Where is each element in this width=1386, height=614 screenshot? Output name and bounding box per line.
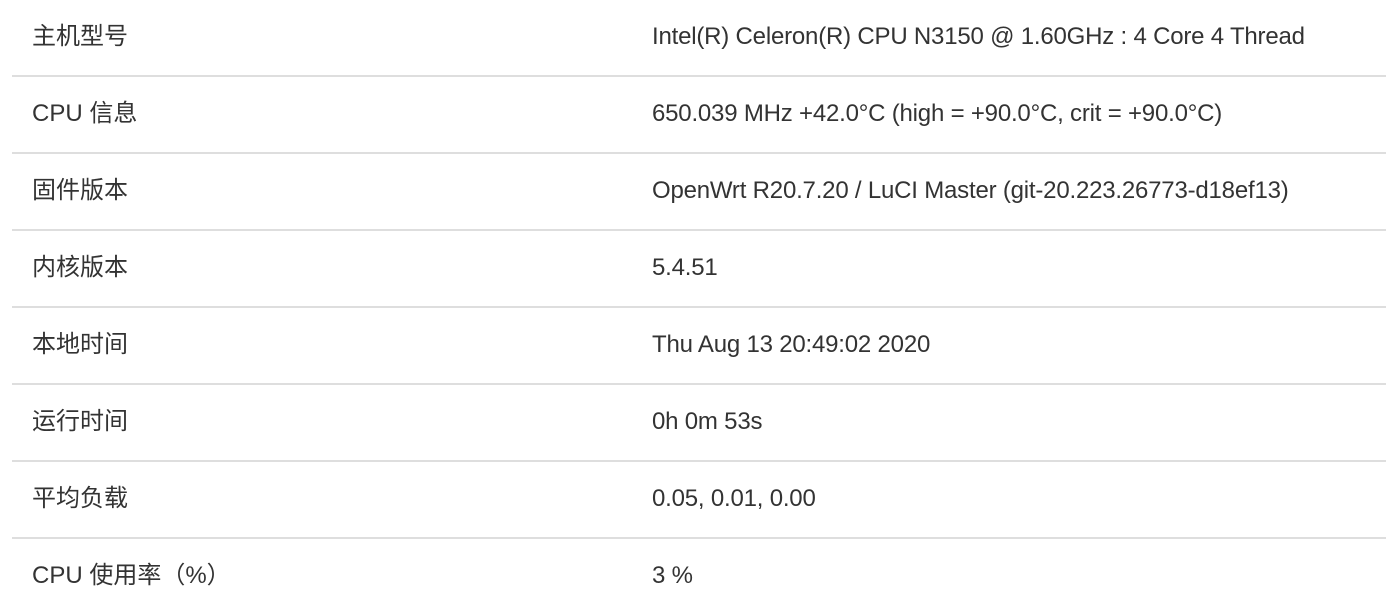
table-row-cpu-info: CPU 信息 650.039 MHz +42.0°C (high = +90.0… [12, 77, 1386, 154]
table-row-load-average: 平均负载 0.05, 0.01, 0.00 [12, 462, 1386, 539]
row-label: 固件版本 [32, 177, 128, 204]
row-label: 平均负载 [32, 485, 128, 512]
table-row-firmware-version: 固件版本 OpenWrt R20.7.20 / LuCI Master (git… [12, 154, 1386, 231]
row-value: 3 % [652, 562, 693, 589]
row-label: 运行时间 [32, 408, 128, 435]
table-row-uptime: 运行时间 0h 0m 53s [12, 385, 1386, 462]
table-row-local-time: 本地时间 Thu Aug 13 20:49:02 2020 [12, 308, 1386, 385]
table-row-model: 主机型号 Intel(R) Celeron(R) CPU N3150 @ 1.6… [12, 0, 1386, 77]
row-value: OpenWrt R20.7.20 / LuCI Master (git-20.2… [652, 177, 1289, 204]
row-value: 0.05, 0.01, 0.00 [652, 485, 816, 512]
system-status-table: 主机型号 Intel(R) Celeron(R) CPU N3150 @ 1.6… [12, 0, 1386, 614]
row-label: CPU 使用率（%） [32, 562, 231, 589]
row-value: 650.039 MHz +42.0°C (high = +90.0°C, cri… [652, 100, 1223, 127]
row-value: Thu Aug 13 20:49:02 2020 [652, 331, 931, 358]
row-label: CPU 信息 [32, 100, 138, 127]
row-value: 5.4.51 [652, 254, 718, 281]
row-label: 本地时间 [32, 331, 128, 358]
row-label: 内核版本 [32, 254, 128, 281]
row-value: Intel(R) Celeron(R) CPU N3150 @ 1.60GHz … [652, 23, 1305, 50]
row-value: 0h 0m 53s [652, 408, 763, 435]
table-row-cpu-usage: CPU 使用率（%） 3 % [12, 539, 1386, 614]
table-row-kernel-version: 内核版本 5.4.51 [12, 231, 1386, 308]
row-label: 主机型号 [32, 23, 128, 50]
